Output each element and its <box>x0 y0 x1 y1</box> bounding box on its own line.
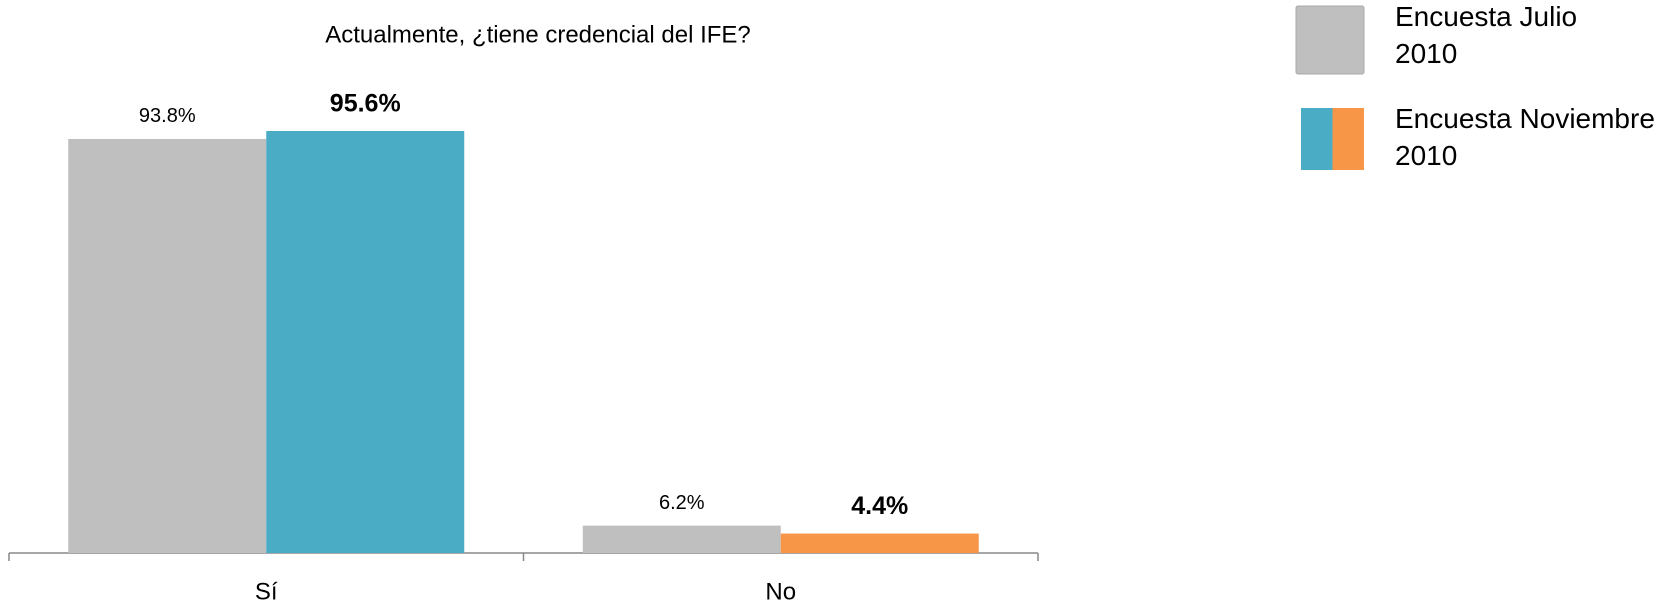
data-label: 95.6% <box>330 90 401 118</box>
legend-swatch <box>1332 108 1364 170</box>
bar <box>266 131 465 553</box>
x-tick-label: No <box>765 578 796 605</box>
data-label: 4.4% <box>851 492 908 520</box>
legend-swatch <box>1295 5 1365 75</box>
data-label: 93.8% <box>139 105 196 127</box>
legend-swatch <box>1301 108 1333 170</box>
bar <box>68 138 267 553</box>
bar <box>582 525 781 553</box>
x-tick-label: Sí <box>255 578 278 605</box>
bar <box>780 533 979 553</box>
chart-title: Actualmente, ¿tiene credencial del IFE? <box>325 21 751 48</box>
data-label: 6.2% <box>659 492 705 514</box>
legend-label: Encuesta Julio 2010 <box>1395 1 1577 69</box>
legend-label: Encuesta Noviembre 2010 <box>1395 103 1655 171</box>
